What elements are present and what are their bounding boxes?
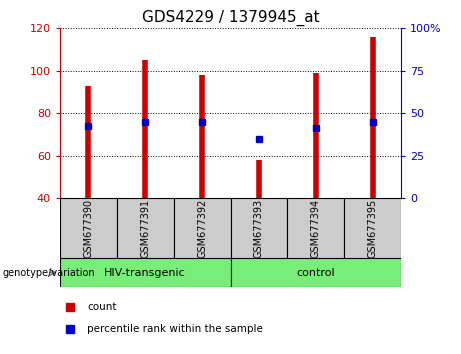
Bar xyxy=(287,198,344,258)
Bar xyxy=(230,258,401,287)
Text: percentile rank within the sample: percentile rank within the sample xyxy=(87,324,263,334)
Text: genotype/variation: genotype/variation xyxy=(2,268,95,278)
Text: control: control xyxy=(296,268,335,278)
Text: GSM677393: GSM677393 xyxy=(254,199,264,258)
Bar xyxy=(230,198,287,258)
Bar xyxy=(60,198,117,258)
Text: GSM677392: GSM677392 xyxy=(197,199,207,258)
Text: GSM677391: GSM677391 xyxy=(140,199,150,258)
Bar xyxy=(117,198,174,258)
Text: GSM677394: GSM677394 xyxy=(311,199,321,258)
Bar xyxy=(174,198,230,258)
Text: HIV-transgenic: HIV-transgenic xyxy=(104,268,186,278)
Bar xyxy=(60,258,230,287)
Text: GSM677390: GSM677390 xyxy=(83,199,94,258)
Text: count: count xyxy=(87,302,117,312)
Text: GSM677395: GSM677395 xyxy=(367,199,378,258)
Bar xyxy=(344,198,401,258)
Title: GDS4229 / 1379945_at: GDS4229 / 1379945_at xyxy=(142,9,319,25)
